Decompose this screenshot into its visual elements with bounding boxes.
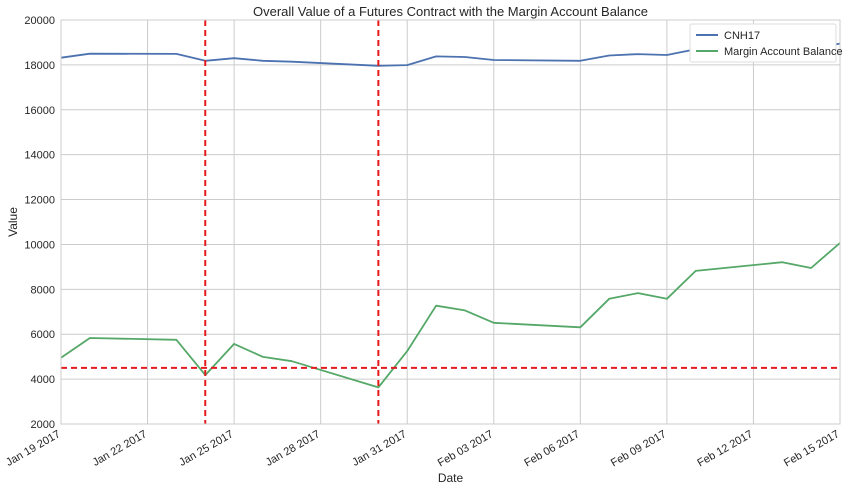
x-tick-label: Feb 12 2017 bbox=[695, 428, 755, 469]
y-tick-label: 6000 bbox=[31, 329, 55, 341]
x-tick-label: Jan 31 2017 bbox=[350, 428, 408, 469]
x-axis-label: Date bbox=[438, 471, 464, 485]
legend-box bbox=[689, 23, 837, 63]
y-tick-label: 12000 bbox=[24, 195, 55, 207]
y-tick-label: 18000 bbox=[24, 60, 55, 72]
y-tick-label: 14000 bbox=[24, 150, 55, 162]
legend: CNH17 Margin Account Balance bbox=[689, 23, 843, 63]
y-axis-label: Value bbox=[6, 207, 20, 237]
x-tick-label: Jan 22 2017 bbox=[91, 428, 149, 469]
x-tick-label: Feb 06 2017 bbox=[522, 428, 582, 469]
plot-frame bbox=[60, 19, 841, 425]
legend-label: Margin Account Balance bbox=[724, 46, 843, 58]
x-tick-label: Jan 28 2017 bbox=[264, 428, 322, 469]
y-tick-label: 10000 bbox=[24, 239, 55, 251]
x-tick-label: Jan 19 2017 bbox=[4, 428, 62, 469]
y-tick-label: 8000 bbox=[31, 284, 55, 296]
y-tick-label: 4000 bbox=[31, 374, 55, 386]
plot-area bbox=[61, 20, 840, 424]
reference-lines bbox=[61, 20, 840, 424]
series-line-margin-balance bbox=[60, 242, 841, 389]
x-tick-label: Feb 09 2017 bbox=[609, 428, 669, 469]
chart-title: Overall Value of a Futures Contract with… bbox=[253, 4, 648, 19]
x-tick-label: Feb 03 2017 bbox=[436, 428, 496, 469]
y-tick-label: 2000 bbox=[31, 419, 55, 431]
y-tick-label: 20000 bbox=[24, 15, 55, 27]
y-tick-label: 16000 bbox=[24, 105, 55, 117]
x-tick-label: Feb 15 2017 bbox=[782, 428, 842, 469]
legend-label: CNH17 bbox=[724, 30, 760, 42]
x-tick-label: Jan 25 2017 bbox=[177, 428, 235, 469]
